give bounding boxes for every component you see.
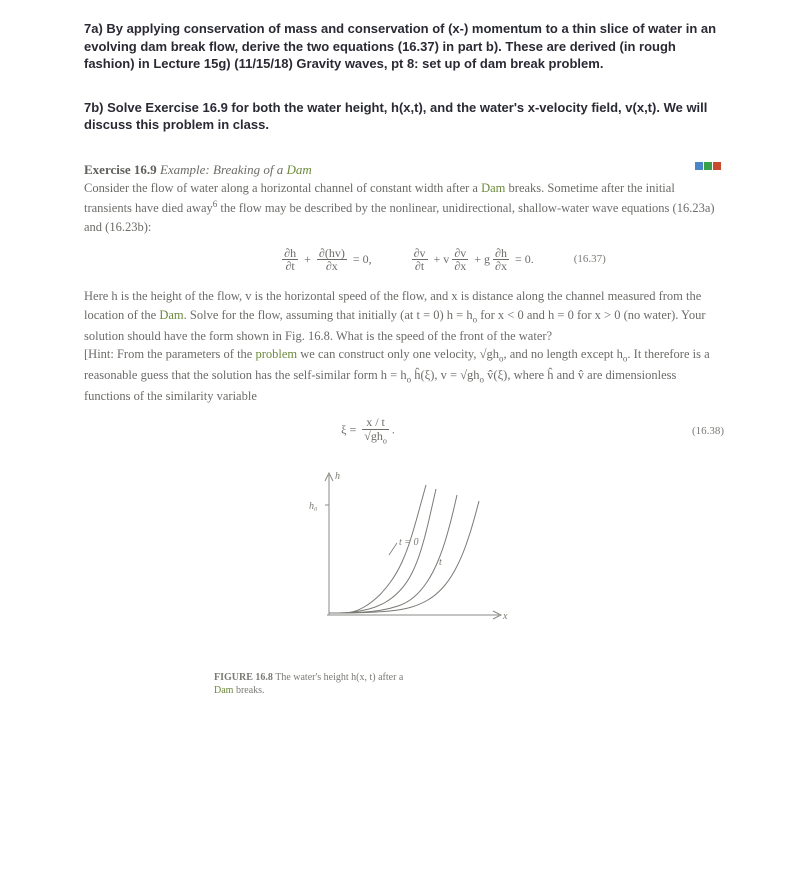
equation-16-38: ξ = x / t√gho . (16.38) <box>84 416 724 445</box>
svg-text:t: t <box>439 557 442 568</box>
hint-b: we can construct only one velocity, √gh <box>297 347 499 361</box>
question-7a: 7a) By applying conservation of mass and… <box>84 20 724 73</box>
eq1-number: (16.37) <box>574 251 606 268</box>
figure-16-8: h h₀ t = 0 t x <box>289 465 519 665</box>
dam-word-4: Dam <box>214 685 233 696</box>
hint-c: and no length except h <box>507 347 623 361</box>
exercise-label: Exercise 16.9 <box>84 162 157 177</box>
figcap-text2: breaks. <box>233 685 264 696</box>
svg-text:x: x <box>502 611 508 622</box>
intro-a: Consider the flow of water along a horiz… <box>84 181 481 195</box>
exercise-heading: Exercise 16.9 Example: Breaking of a Dam <box>84 160 724 180</box>
exercise-intro: Consider the flow of water along a horiz… <box>84 179 724 236</box>
problem-word: problem <box>255 347 297 361</box>
eq2-body: ξ = x / t√gho . <box>341 416 395 445</box>
figcap-label: FIGURE 16.8 <box>214 672 273 683</box>
figure-caption: FIGURE 16.8 The water's height h(x, t) a… <box>214 671 724 697</box>
exercise-subtitle: Example: Breaking of a Dam <box>160 162 312 177</box>
difficulty-badge <box>694 162 724 172</box>
hint-e: ĥ(ξ), v = √gh <box>411 368 479 382</box>
eq2-number: (16.38) <box>692 423 724 440</box>
dam-word: Dam <box>287 162 312 177</box>
svg-text:h: h <box>335 471 340 482</box>
exercise-16-9: Exercise 16.9 Example: Breaking of a Dam… <box>84 160 724 698</box>
dam-word-2: Dam <box>481 181 505 195</box>
hint-a: [Hint: From the parameters of the <box>84 347 255 361</box>
eq1-right: ∂v∂t + v ∂v∂x + g ∂h∂x = 0. <box>412 247 534 273</box>
dam-word-3: Dam <box>159 308 183 322</box>
exercise-hint: [Hint: From the parameters of the proble… <box>84 345 724 406</box>
equation-16-37: ∂h∂t + ∂(hv)∂x = 0, ∂v∂t + v ∂v∂x + g ∂h… <box>84 247 724 273</box>
exercise-para2: Here h is the height of the flow, v is t… <box>84 287 724 346</box>
svg-text:t = 0: t = 0 <box>399 537 419 548</box>
figcap-text: The water's height h(x, t) after a <box>273 672 403 683</box>
p2b: . Solve for the flow, assuming that init… <box>184 308 473 322</box>
svg-text:h₀: h₀ <box>309 501 318 512</box>
subtitle-text: Example: Breaking of a <box>160 162 287 177</box>
eq1-left: ∂h∂t + ∂(hv)∂x = 0, <box>282 247 371 273</box>
question-7b: 7b) Solve Exercise 16.9 for both the wat… <box>84 99 724 134</box>
